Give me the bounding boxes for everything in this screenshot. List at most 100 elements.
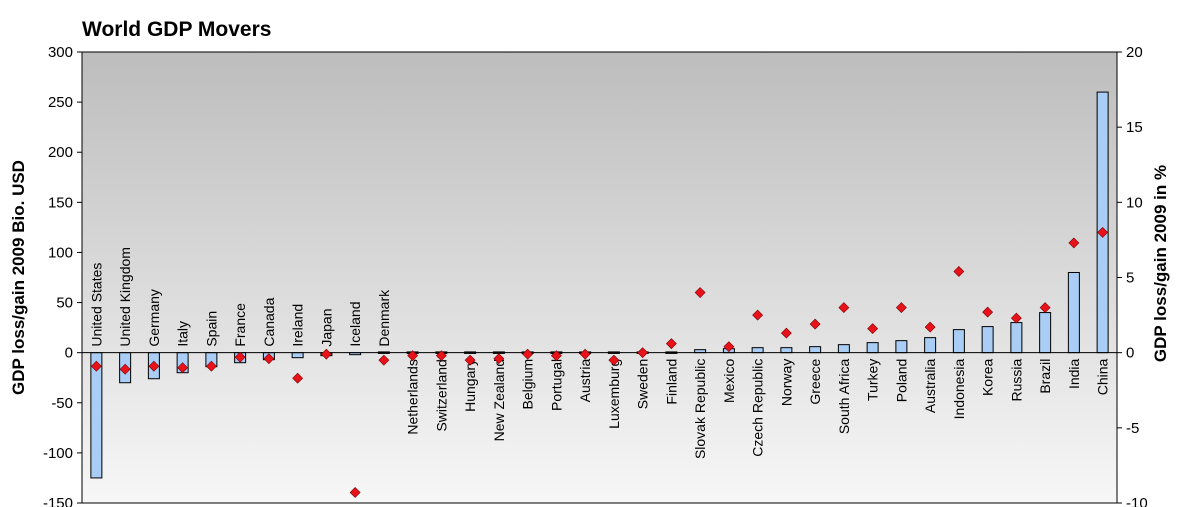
point-6 — [263, 353, 275, 365]
category-label-22: Mexico — [721, 358, 737, 403]
point-18 — [608, 354, 620, 366]
point-27 — [867, 323, 879, 335]
right-axis: 20 15 10 5 0 -5 -10 — [1117, 44, 1148, 507]
point-2 — [148, 360, 160, 372]
bar-26 — [837, 344, 850, 354]
left-tick-label-0: 300 — [48, 44, 73, 61]
point-4 — [205, 360, 217, 372]
point-16 — [550, 350, 562, 362]
point-14 — [493, 353, 505, 365]
point-8 — [320, 348, 332, 360]
category-label-33: Brazil — [1037, 359, 1053, 394]
point-13 — [464, 354, 476, 366]
point-20 — [665, 338, 677, 350]
points-layer — [90, 226, 1109, 498]
left-axis: 300 250 200 150 100 50 0 -50 -100 -150 — [43, 44, 82, 507]
left-tick-label-2: 200 — [48, 144, 73, 161]
category-label-13: Hungary — [462, 359, 478, 412]
plot-area — [81, 51, 1118, 504]
point-1 — [119, 363, 131, 375]
category-labels: United States United Kingdom Germany Italy S… — [88, 247, 1110, 459]
category-label-32: Russia — [1008, 358, 1024, 401]
category-label-28: Poland — [893, 359, 909, 403]
category-label-24: Norway — [778, 359, 794, 406]
left-axis-title: GDP loss/gain 2009 Bio. USD — [9, 160, 28, 395]
bar-33 — [1039, 312, 1052, 354]
bar-34 — [1067, 271, 1080, 354]
bar-28 — [895, 340, 908, 354]
point-25 — [809, 318, 821, 330]
category-label-20: Finland — [663, 359, 679, 405]
point-17 — [579, 348, 591, 360]
point-26 — [838, 302, 850, 313]
point-29 — [924, 321, 936, 333]
left-tick-label-1: 250 — [48, 94, 73, 111]
point-7 — [292, 372, 304, 384]
category-label-35: China — [1095, 358, 1111, 395]
point-32 — [1010, 312, 1022, 324]
bar-23 — [751, 347, 764, 354]
category-label-4: Spain — [203, 311, 219, 347]
bar-31 — [981, 326, 994, 354]
category-label-30: Indonesia — [951, 358, 967, 419]
right-tick-label-6: -10 — [1126, 495, 1148, 507]
point-28 — [895, 302, 907, 313]
category-label-12: Switzerland — [433, 359, 449, 431]
bar-29 — [924, 337, 937, 354]
point-22 — [723, 341, 735, 353]
category-label-14: New Zealand — [491, 359, 507, 442]
right-tick-label-0: 20 — [1126, 44, 1143, 61]
point-24 — [780, 327, 792, 339]
bar-7 — [291, 352, 304, 359]
bar-32 — [1010, 322, 1023, 354]
category-label-19: Sweden — [635, 359, 651, 410]
point-30 — [953, 266, 965, 277]
bar-35 — [1096, 91, 1109, 354]
right-axis-title: GDP loss/gain 2009 in % — [1151, 165, 1170, 362]
category-label-34: India — [1066, 358, 1082, 389]
bar-24 — [780, 347, 793, 354]
point-5 — [234, 351, 246, 363]
point-0 — [90, 360, 102, 372]
category-label-18: Luxemburg — [606, 359, 622, 429]
chart-title: World GDP Movers — [82, 18, 271, 41]
bar-30 — [952, 329, 965, 354]
left-tick-label-8: -100 — [43, 445, 73, 462]
point-12 — [435, 350, 447, 362]
right-tick-label-2: 10 — [1126, 194, 1143, 211]
point-21 — [694, 287, 706, 298]
category-label-2: Germany — [146, 289, 162, 347]
left-tick-label-5: 50 — [56, 295, 73, 312]
right-tick-label-1: 15 — [1126, 119, 1143, 136]
category-label-1: United Kingdom — [117, 247, 133, 347]
category-label-16: Portugal — [548, 359, 564, 411]
point-10 — [378, 354, 390, 366]
left-tick-label-9: -150 — [43, 495, 73, 507]
point-3 — [177, 362, 189, 374]
point-11 — [407, 350, 419, 362]
category-label-8: Japan — [318, 309, 334, 347]
bar-27 — [866, 342, 879, 354]
category-label-5: France — [232, 303, 248, 347]
left-tick-label-3: 150 — [48, 194, 73, 211]
point-33 — [1039, 302, 1051, 313]
category-label-0: United States — [88, 263, 104, 347]
category-label-3: Italy — [175, 321, 191, 347]
category-label-25: Greece — [807, 358, 823, 404]
point-19 — [637, 347, 649, 359]
category-label-9: Iceland — [347, 302, 363, 347]
category-label-31: Korea — [980, 358, 996, 396]
left-tick-label-7: -50 — [51, 395, 73, 412]
category-label-27: Turkey — [865, 359, 881, 401]
right-tick-label-5: -5 — [1126, 420, 1139, 437]
point-31 — [982, 306, 994, 318]
left-tick-label-4: 100 — [48, 244, 73, 261]
right-tick-label-4: 0 — [1126, 345, 1134, 362]
point-9 — [349, 487, 361, 498]
bar-25 — [809, 346, 822, 354]
point-15 — [522, 348, 534, 360]
category-label-26: South Africa — [836, 358, 852, 434]
category-label-23: Czech Republic — [750, 359, 766, 457]
